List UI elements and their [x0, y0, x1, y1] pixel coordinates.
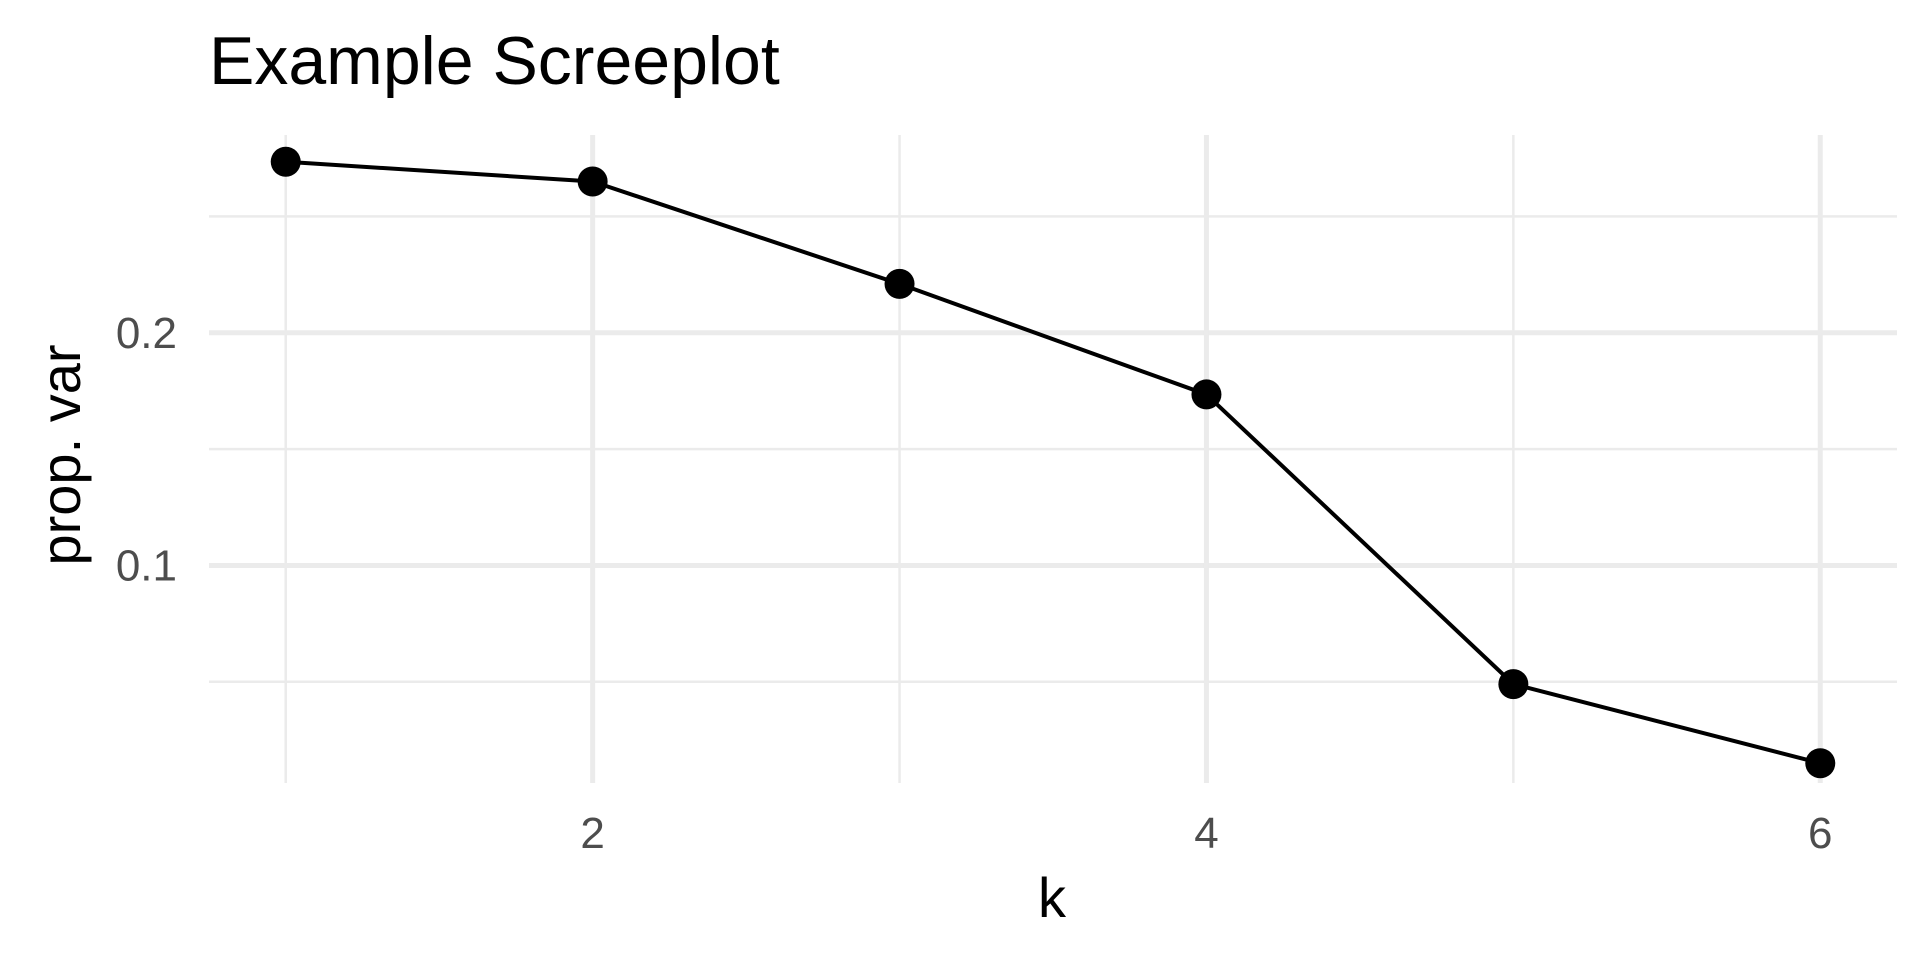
y-axis-title: prop. var	[29, 345, 92, 566]
x-tick-label: 2	[580, 809, 604, 858]
data-point	[270, 146, 301, 177]
chart-title: Example Screeplot	[209, 23, 780, 99]
grid-lines	[209, 135, 1897, 783]
data-series	[270, 146, 1836, 779]
x-axis-title: k	[1038, 866, 1067, 929]
y-tick-label: 0.2	[116, 309, 177, 358]
data-point	[884, 268, 915, 299]
y-axis-ticks: 0.1 0.2	[116, 309, 177, 591]
series-line	[285, 159, 1821, 766]
y-tick-label: 0.1	[116, 541, 177, 590]
data-point	[577, 166, 608, 197]
x-axis-ticks: 2 4 6	[580, 809, 1832, 858]
x-tick-label: 4	[1194, 809, 1218, 858]
data-point	[1805, 748, 1836, 779]
data-point	[1498, 669, 1529, 700]
x-tick-label: 6	[1808, 809, 1832, 858]
data-point	[1191, 379, 1222, 410]
